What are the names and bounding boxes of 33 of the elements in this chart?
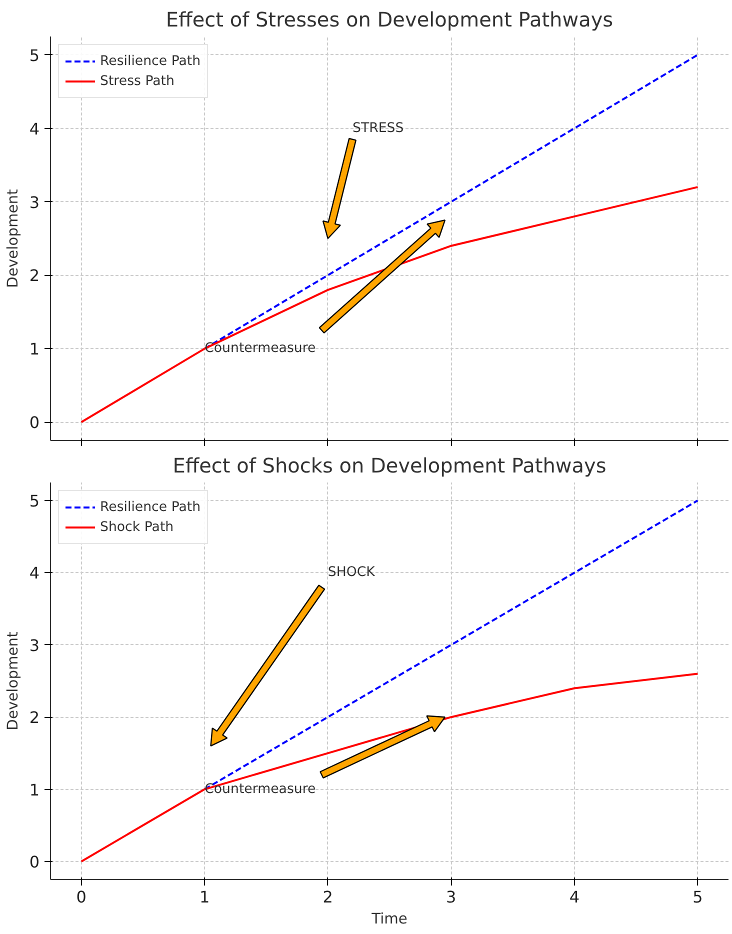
y-tick-label: 4 [29, 119, 40, 138]
y-tick-label: 3 [29, 636, 40, 655]
legend-label: Resilience Path [100, 54, 201, 68]
x-axis-title: Time [370, 910, 408, 928]
y-axis-title: Development [4, 188, 22, 288]
y-tick-label: 2 [29, 708, 40, 728]
y-tick-label: 0 [29, 413, 40, 432]
y-tick-label: 2 [29, 266, 40, 286]
y-tick-label: 5 [29, 492, 40, 511]
legend-label: Resilience Path [100, 500, 201, 514]
x-tick-label: 2 [322, 888, 333, 906]
line-series [80, 672, 699, 862]
x-tick-label: 1 [200, 888, 210, 906]
y-tick-label: 0 [29, 852, 40, 872]
annotation: Countermeasure [204, 782, 316, 797]
annotation: Countermeasure [204, 341, 316, 356]
x-tick-label: 0 [76, 888, 86, 906]
y-tick-label: 4 [29, 564, 40, 583]
chart-title: Effect of Shocks on Development Pathways [172, 454, 606, 478]
y-tick-label: 3 [29, 192, 40, 212]
y-tick-label: 1 [29, 780, 40, 800]
chart-title: Effect of Stresses on Development Pathways [166, 8, 614, 32]
annotation: SHOCK [328, 565, 376, 580]
x-tick-label: 3 [446, 888, 456, 906]
line-series [80, 186, 699, 424]
y-tick-label: 1 [29, 340, 40, 359]
x-tick-label: 5 [692, 888, 703, 906]
legend-label: Stress Path [100, 74, 174, 88]
x-tick-label: 4 [569, 888, 580, 906]
y-tick-label: 5 [29, 46, 40, 65]
annotation: STRESS [352, 120, 404, 136]
y-axis-title: Development [4, 631, 22, 730]
legend-label: Shock Path [100, 520, 174, 534]
